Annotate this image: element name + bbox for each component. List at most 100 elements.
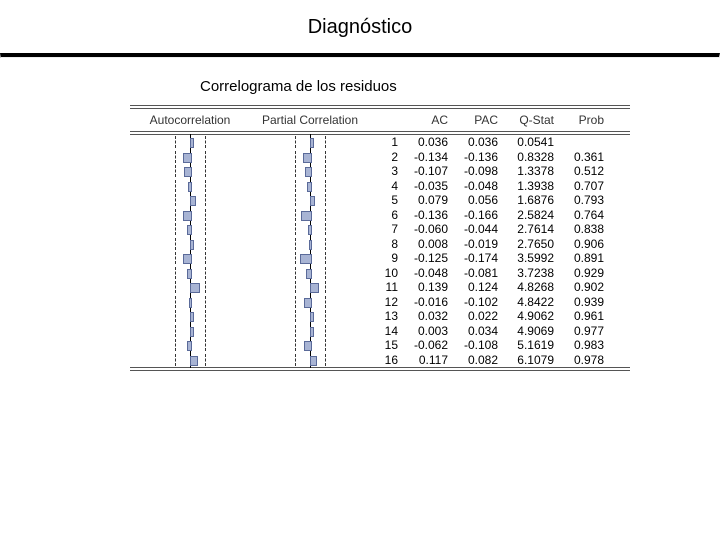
cell-pac: -0.048 — [448, 179, 498, 193]
header-autocorrelation: Autocorrelation — [130, 113, 250, 127]
cell-ac: 0.003 — [398, 324, 448, 338]
ci-upper — [205, 151, 207, 163]
cell-ac: -0.107 — [398, 164, 448, 178]
correlation-bar — [184, 167, 192, 177]
ci-lower — [175, 281, 177, 293]
ci-lower — [295, 325, 297, 337]
cell-lag: 10 — [370, 266, 398, 280]
pac-plot-cell — [255, 222, 365, 236]
page-title: Diagnóstico — [0, 0, 720, 53]
header-pac: PAC — [448, 113, 498, 127]
pac-plot-cell — [255, 324, 365, 338]
cell-ac: 0.117 — [398, 353, 448, 367]
ci-lower — [295, 151, 297, 163]
pac-plot-cell — [255, 266, 365, 280]
table-row: 8 0.008-0.0192.76500.906 — [130, 237, 630, 252]
correlation-bar — [190, 240, 194, 250]
ac-plot-cell — [135, 193, 245, 207]
cell-lag: 9 — [370, 251, 398, 265]
cell-prob: 0.764 — [554, 208, 604, 222]
ci-upper — [205, 281, 207, 293]
ci-lower — [175, 151, 177, 163]
ci-lower — [295, 267, 297, 279]
cell-ac: -0.060 — [398, 222, 448, 236]
ac-plot-cell — [135, 135, 245, 149]
cell-pac: 0.036 — [448, 135, 498, 149]
ac-plot-cell — [135, 164, 245, 178]
cell-pac: 0.022 — [448, 309, 498, 323]
cell-prob: 0.978 — [554, 353, 604, 367]
table-row: 12-0.016-0.1024.84220.939 — [130, 295, 630, 310]
correlation-bar — [310, 138, 314, 148]
cell-pac: -0.174 — [448, 251, 498, 265]
table-row: 6-0.136-0.1662.58240.764 — [130, 208, 630, 223]
pac-plot-cell — [255, 164, 365, 178]
ci-upper — [205, 339, 207, 351]
correlation-bar — [309, 240, 313, 250]
cell-ac: 0.032 — [398, 309, 448, 323]
table-row: 9-0.125-0.1743.59920.891 — [130, 251, 630, 266]
cell-lag: 11 — [370, 280, 398, 294]
correlation-bar — [190, 138, 194, 148]
ci-lower — [295, 165, 297, 177]
ac-plot-cell — [135, 208, 245, 222]
ci-upper — [205, 194, 207, 206]
correlation-bar — [190, 327, 194, 337]
ci-upper — [325, 165, 327, 177]
ci-lower — [295, 310, 297, 322]
pac-plot-cell — [255, 179, 365, 193]
cell-ac: -0.035 — [398, 179, 448, 193]
correlogram-table: Autocorrelation Partial Correlation AC P… — [130, 105, 630, 371]
correlation-bar — [190, 312, 194, 322]
ac-plot-cell — [135, 324, 245, 338]
cell-prob: 0.983 — [554, 338, 604, 352]
ci-lower — [175, 165, 177, 177]
correlation-bar — [307, 182, 312, 192]
ci-lower — [295, 209, 297, 221]
cell-qstat: 3.5992 — [498, 251, 554, 265]
cell-qstat: 4.8268 — [498, 280, 554, 294]
cell-ac: -0.136 — [398, 208, 448, 222]
ci-upper — [325, 325, 327, 337]
correlation-bar — [183, 254, 192, 264]
ci-upper — [325, 194, 327, 206]
cell-ac: 0.036 — [398, 135, 448, 149]
cell-qstat: 2.5824 — [498, 208, 554, 222]
ci-lower — [175, 310, 177, 322]
correlation-bar — [187, 269, 192, 279]
cell-pac: 0.056 — [448, 193, 498, 207]
cell-qstat: 1.6876 — [498, 193, 554, 207]
correlation-bar — [183, 211, 192, 221]
pac-plot-cell — [255, 208, 365, 222]
correlation-bar — [183, 153, 192, 163]
pac-plot-cell — [255, 251, 365, 265]
cell-qstat: 1.3938 — [498, 179, 554, 193]
ac-plot-cell — [135, 280, 245, 294]
cell-pac: 0.124 — [448, 280, 498, 294]
cell-qstat: 0.0541 — [498, 135, 554, 149]
cell-qstat: 2.7650 — [498, 237, 554, 251]
cell-ac: -0.048 — [398, 266, 448, 280]
ci-lower — [175, 339, 177, 351]
ci-upper — [205, 310, 207, 322]
ci-upper — [205, 165, 207, 177]
cell-pac: -0.044 — [448, 222, 498, 236]
pac-plot-cell — [255, 309, 365, 323]
ci-upper — [205, 325, 207, 337]
ci-lower — [295, 339, 297, 351]
correlation-bar — [304, 341, 312, 351]
correlation-bar — [188, 182, 192, 192]
table-row: 13 0.032 0.0224.90620.961 — [130, 309, 630, 324]
cell-qstat: 4.8422 — [498, 295, 554, 309]
correlation-bar — [187, 225, 192, 235]
table-row: 1 0.036 0.0360.0541 — [130, 135, 630, 150]
table-row: 3-0.107-0.0981.33780.512 — [130, 164, 630, 179]
ci-upper — [325, 252, 327, 264]
cell-pac: 0.034 — [448, 324, 498, 338]
cell-qstat: 4.9069 — [498, 324, 554, 338]
pac-plot-cell — [255, 280, 365, 294]
table-row: 15-0.062-0.1085.16190.983 — [130, 338, 630, 353]
cell-qstat: 6.1079 — [498, 353, 554, 367]
correlation-bar — [306, 269, 312, 279]
ci-upper — [325, 151, 327, 163]
